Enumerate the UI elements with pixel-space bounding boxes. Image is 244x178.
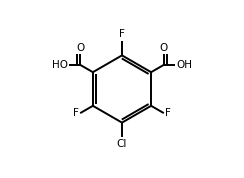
Text: F: F [119, 29, 125, 39]
Text: O: O [160, 43, 168, 53]
Text: Cl: Cl [117, 139, 127, 149]
Text: F: F [165, 108, 171, 118]
Text: F: F [73, 108, 79, 118]
Text: HO: HO [52, 60, 68, 70]
Text: O: O [76, 43, 84, 53]
Text: OH: OH [176, 60, 192, 70]
